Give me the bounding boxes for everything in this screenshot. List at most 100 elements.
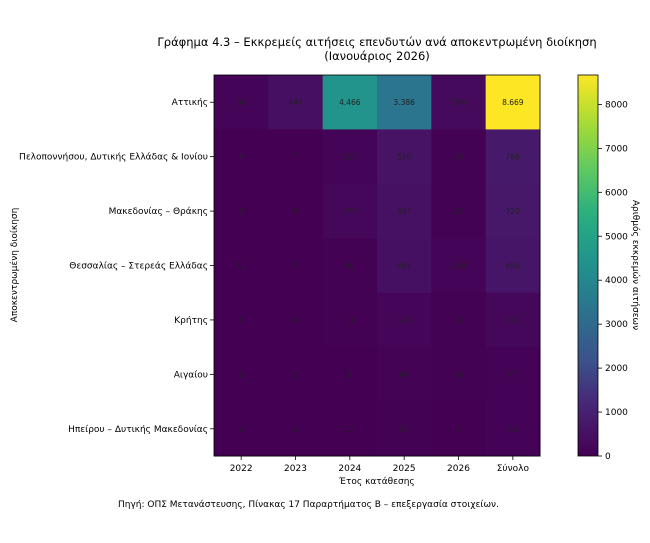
- cell-value-label: 729: [506, 207, 521, 216]
- cell-value-label: 17: [345, 316, 355, 325]
- heatmap-cell: [214, 292, 269, 348]
- heatmap-cell: [322, 347, 378, 403]
- cell-value-label: 18: [454, 370, 464, 379]
- cell-value-label: 2: [293, 262, 298, 271]
- cell-value-label: 2: [293, 425, 298, 434]
- cell-value-label: 0: [239, 207, 244, 216]
- cell-value-label: 9: [456, 425, 461, 434]
- cell-value-label: 6: [293, 207, 298, 216]
- cell-value-label: 7: [293, 153, 298, 162]
- cell-value-label: 3.386: [393, 98, 415, 107]
- heatmap-cell: [485, 401, 541, 457]
- colorbar-frame: [577, 74, 599, 457]
- cell-value-label: 22: [454, 316, 464, 325]
- heatmap-cell: [322, 292, 378, 348]
- cell-value-label: 77: [508, 370, 518, 379]
- heatmap-cell: [377, 238, 432, 294]
- colorbar-tick-label: 7000: [605, 144, 628, 154]
- cell-value-label: 8.669: [502, 98, 524, 107]
- heatmap-cell: [485, 129, 541, 185]
- x-tick-label: 2022: [230, 464, 253, 474]
- heatmap-cell: [431, 238, 487, 294]
- heatmap-cell: [214, 75, 269, 130]
- heatmap-cell: [377, 347, 432, 403]
- cell-value-label: 590: [397, 153, 412, 162]
- cell-value-label: 4: [239, 153, 244, 162]
- cell-value-label: 49: [399, 370, 409, 379]
- source-note: Πηγή: ΟΠΣ Μετανάστευσης, Πίνακας 17 Παρα…: [118, 500, 499, 510]
- heatmap-cell: [322, 401, 378, 457]
- x-tick-label: Σύνολο: [497, 463, 530, 474]
- chart-title: Γράφημα 4.3 – Εκκρεμείς αιτήσεις επενδυτ…: [157, 35, 596, 49]
- heatmap-cell: [214, 129, 269, 185]
- cell-value-label: 143: [397, 316, 412, 325]
- heatmap-cell: [377, 183, 432, 239]
- colorbar-tick-label: 3000: [605, 320, 628, 330]
- heatmap-cell: [214, 183, 269, 239]
- y-tick-label: Πελοποννήσου, Δυτικής Ελλάδας & Ιονίου: [19, 153, 208, 163]
- heatmap-cell: [377, 401, 432, 457]
- cell-value-label: 96: [236, 98, 246, 107]
- cell-value-label: 129: [343, 153, 358, 162]
- cell-value-label: 47: [454, 207, 464, 216]
- cell-value-label: 650: [506, 262, 521, 271]
- y-tick-label: Αιγαίου: [174, 370, 208, 380]
- cell-value-label: 447: [288, 98, 303, 107]
- heatmap-cell: [214, 347, 269, 403]
- x-tick-label: 2026: [447, 464, 470, 474]
- x-tick-label: 2024: [338, 464, 361, 474]
- heatmap-cell: [431, 75, 487, 130]
- heatmap-cell: [214, 401, 269, 457]
- cell-value-label: 48: [345, 262, 355, 271]
- heatmap-cell: [268, 238, 324, 294]
- cell-value-label: 179: [343, 207, 358, 216]
- cell-value-label: 274: [451, 98, 466, 107]
- y-tick-label: Κρήτης: [174, 316, 208, 326]
- colorbar-tick-label: 5000: [605, 232, 628, 242]
- cell-value-label: 4: [293, 316, 298, 325]
- heatmap-cell: [485, 347, 541, 403]
- heatmap-cell: [268, 347, 324, 403]
- heatmap-cell: [431, 183, 487, 239]
- heatmap-cell: [485, 183, 541, 239]
- heatmap-cell: [377, 75, 432, 130]
- cell-value-label: 2: [239, 425, 244, 434]
- heatmap-cell: [485, 238, 541, 294]
- heatmap-cell: [322, 183, 378, 239]
- cell-value-label: 8: [347, 370, 352, 379]
- heatmap-cell: [214, 238, 269, 294]
- heatmap-cell: [431, 347, 487, 403]
- heatmap-cell: [377, 292, 432, 348]
- y-axis-label: Αποκεντρωμένη διοίκηση: [9, 208, 20, 323]
- x-axis-label: Έτος κατάθεσης: [338, 477, 414, 487]
- x-tick-label: 2023: [284, 464, 307, 474]
- heatmap-cell: [431, 401, 487, 457]
- cell-value-label: 191: [506, 316, 521, 325]
- heatmap-cell: [431, 129, 487, 185]
- cell-value-label: 481: [397, 262, 412, 271]
- cell-value-label: 11: [236, 262, 246, 271]
- colorbar: [578, 75, 598, 456]
- cell-value-label: 38: [454, 153, 464, 162]
- y-tick-label: Μακεδονίας – Θράκης: [109, 207, 208, 217]
- heatmap-cell: [485, 75, 541, 130]
- heatmap-cell: [268, 401, 324, 457]
- x-tick-label: 2025: [393, 464, 416, 474]
- heatmap-cell: [322, 238, 378, 294]
- cell-value-label: 12: [345, 425, 355, 434]
- cell-value-label: 0: [239, 370, 244, 379]
- cell-value-label: 108: [451, 262, 466, 271]
- y-tick-label: Θεσσαλίας – Στερεάς Ελλάδας: [69, 262, 208, 272]
- colorbar-tick-label: 2000: [605, 364, 628, 374]
- cell-value-label: 768: [506, 153, 521, 162]
- y-tick-label: Αττικής: [172, 98, 208, 108]
- colorbar-tick-label: 6000: [605, 188, 628, 198]
- colorbar-tick-label: 0: [605, 452, 611, 462]
- cell-value-label: 4.466: [339, 98, 361, 107]
- heatmap-cell: [485, 292, 541, 348]
- heatmap-cell: [268, 292, 324, 348]
- chart-subtitle: (Ιανουάριος 2026): [324, 49, 430, 63]
- y-tick-label: Ηπείρου – Δυτικής Μακεδονίας: [68, 425, 208, 435]
- cell-value-label: 5: [239, 316, 244, 325]
